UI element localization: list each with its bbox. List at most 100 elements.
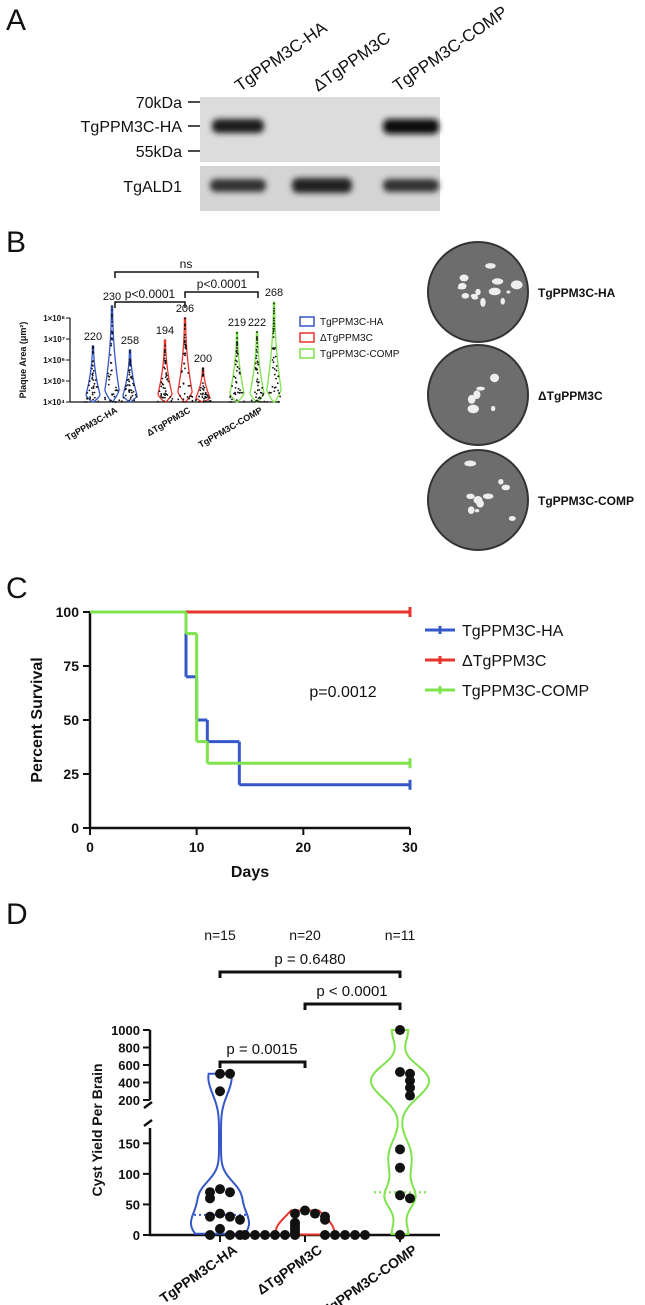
plaque-dot: [199, 392, 202, 395]
plaque-dot: [272, 366, 274, 369]
plaque-dot: [257, 363, 260, 366]
violin: [266, 301, 282, 403]
plaque-dot: [275, 365, 278, 367]
data-point: [405, 1068, 415, 1079]
plaque-dot: [188, 395, 191, 398]
plaque-dot: [125, 385, 127, 387]
plaque-dot: [201, 396, 204, 398]
data-point: [215, 1068, 225, 1079]
plaque-dot: [262, 393, 265, 395]
blot-band: [383, 119, 439, 134]
significance-bracket: [184, 291, 259, 298]
plaque-dot: [235, 399, 238, 402]
plaque-dot: [160, 385, 163, 388]
plaque-dot: [165, 373, 168, 376]
plaque-dot: [110, 330, 113, 333]
plaque-dot: [88, 384, 90, 387]
annotation: p = 0.6480: [274, 951, 345, 968]
plaque-dot: [199, 389, 202, 392]
plaque-dot: [277, 389, 279, 392]
plaque-dot: [183, 362, 186, 365]
plaque-dot: [255, 392, 258, 395]
plaque-dot: [236, 365, 239, 368]
plaque-dot: [234, 377, 237, 379]
plaque-dot: [271, 359, 274, 361]
plaque-dot: [201, 393, 204, 396]
data-point: [225, 1187, 235, 1198]
y-tick-label: 100: [56, 604, 80, 620]
data-point: [405, 1193, 415, 1204]
plaque-dot: [208, 396, 210, 399]
plaque: [508, 516, 516, 522]
plaque-dot: [273, 386, 276, 389]
significance-bracket: [114, 271, 259, 278]
plaque-dot: [128, 358, 131, 360]
plaque-dot: [90, 387, 93, 389]
annotation: p<0.0001: [197, 277, 248, 291]
plaque-dot: [183, 333, 186, 336]
marker-label: 70kDa: [136, 95, 182, 112]
x-tick-label: TgPPM3C-HA: [157, 1241, 240, 1305]
plaque-dot: [92, 398, 94, 401]
plaque-dot: [198, 400, 201, 403]
y-tick-label: 1000: [111, 1023, 140, 1038]
plaque-dot: [162, 396, 165, 399]
plaque-dot: [256, 335, 258, 338]
plaque-dot: [170, 399, 173, 402]
plaque-dot: [96, 386, 99, 389]
plaque-label: ΔTgPPM3C: [538, 389, 603, 403]
data-point: [395, 1162, 405, 1173]
data-point: [395, 1230, 405, 1240]
plaque-dot: [202, 367, 204, 370]
y-tick-label: 25: [63, 766, 79, 782]
legend-label: TgPPM3C-HA: [320, 317, 384, 328]
plaque-dot: [241, 391, 244, 394]
plaque-dot: [167, 380, 170, 383]
plaque-dot: [92, 379, 95, 381]
plaque: [488, 287, 501, 296]
plaque-dot: [238, 392, 241, 394]
count-label: 206: [176, 303, 194, 315]
plaque-dot: [91, 367, 93, 370]
panel-label: D: [6, 898, 28, 931]
plaque-dot: [234, 363, 237, 366]
plaque-dot: [161, 382, 164, 385]
plaque-dot: [234, 393, 237, 396]
data-point: [350, 1230, 360, 1240]
plaque-label: TgPPM3C-HA: [538, 286, 616, 300]
plaque-dot: [276, 382, 279, 385]
plaque-dot: [93, 391, 96, 394]
data-point: [250, 1230, 260, 1240]
plaque-dot: [85, 401, 88, 403]
data-point: [215, 1223, 225, 1234]
legend-label: TgPPM3C-COMP: [320, 349, 400, 360]
plaque-dot: [163, 357, 166, 360]
marker-label: 55kDa: [136, 144, 182, 161]
data-point: [300, 1205, 310, 1216]
plaque-dot: [129, 397, 132, 400]
count-label: 230: [103, 291, 121, 303]
plaque-dot: [236, 341, 238, 344]
plaque-dot: [273, 328, 275, 330]
plaque-dot: [129, 361, 132, 363]
y-tick-label: 100: [118, 1167, 140, 1182]
plaque-dot: [255, 367, 257, 370]
plaque-dot: [271, 385, 274, 388]
plaque-dot: [129, 351, 131, 354]
data-point: [340, 1230, 350, 1240]
plaque-dot: [111, 400, 114, 403]
plaque-dot: [272, 330, 275, 332]
violin: [369, 1029, 431, 1235]
data-point: [320, 1214, 330, 1225]
plaque: [510, 280, 523, 290]
plaque-dot: [135, 395, 138, 398]
legend-swatch: [299, 316, 315, 327]
legend-swatch: [299, 348, 315, 359]
plaque-dot: [236, 337, 238, 339]
plaque-dot: [206, 394, 209, 396]
plaque-dot: [268, 391, 271, 394]
plaque: [473, 390, 481, 400]
violin: [122, 349, 138, 403]
plaque-dot: [256, 337, 258, 340]
plaque-dot: [236, 332, 238, 334]
